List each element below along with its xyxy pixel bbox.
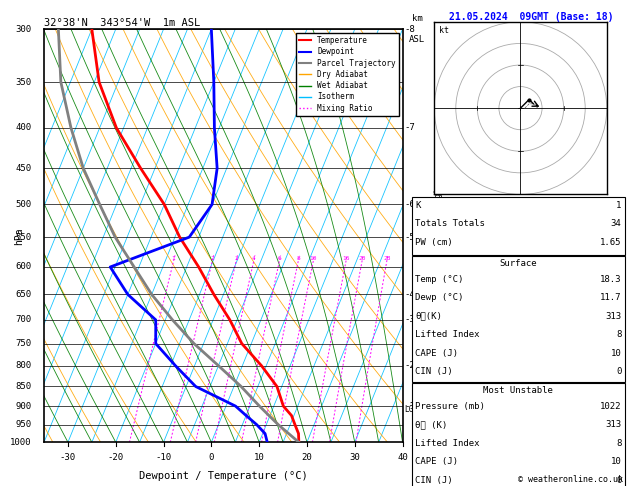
Text: Dewp (°C): Dewp (°C) — [415, 293, 464, 302]
Text: 40: 40 — [397, 452, 408, 462]
Text: 21.05.2024  09GMT (Base: 18): 21.05.2024 09GMT (Base: 18) — [449, 12, 614, 22]
Text: 400: 400 — [15, 123, 31, 132]
Text: -2: -2 — [404, 361, 415, 370]
Text: Dewpoint / Temperature (°C): Dewpoint / Temperature (°C) — [139, 471, 308, 481]
Text: K: K — [415, 201, 421, 210]
Text: 1022: 1022 — [600, 402, 621, 411]
Text: kt: kt — [438, 26, 448, 35]
Text: 500: 500 — [15, 200, 31, 209]
Text: 18.3: 18.3 — [600, 275, 621, 284]
Text: 450: 450 — [15, 164, 31, 173]
Text: 8: 8 — [296, 256, 300, 261]
Text: 4: 4 — [252, 256, 255, 261]
Text: 1000: 1000 — [10, 438, 31, 447]
Text: 11.7: 11.7 — [600, 293, 621, 302]
Text: 350: 350 — [15, 78, 31, 87]
Text: CIN (J): CIN (J) — [415, 476, 453, 485]
Text: 300: 300 — [15, 25, 31, 34]
Text: 650: 650 — [15, 290, 31, 299]
Text: Lifted Index: Lifted Index — [415, 439, 480, 448]
Text: -3: -3 — [404, 315, 415, 324]
Text: 20: 20 — [359, 256, 366, 261]
Text: CAPE (J): CAPE (J) — [415, 457, 458, 466]
Text: 313: 313 — [605, 420, 621, 429]
Text: 850: 850 — [15, 382, 31, 391]
Text: 1: 1 — [172, 256, 175, 261]
Text: 550: 550 — [15, 233, 31, 242]
Text: Totals Totals: Totals Totals — [415, 219, 485, 228]
Text: Surface: Surface — [499, 259, 537, 268]
Text: Lifted Index: Lifted Index — [415, 330, 480, 339]
Text: PW (cm): PW (cm) — [415, 238, 453, 247]
Text: 750: 750 — [15, 339, 31, 348]
Text: -7: -7 — [404, 123, 415, 132]
Text: 1.65: 1.65 — [600, 238, 621, 247]
Text: 900: 900 — [15, 401, 31, 411]
Text: © weatheronline.co.uk: © weatheronline.co.uk — [518, 474, 623, 484]
Text: 2: 2 — [210, 256, 214, 261]
Text: -30: -30 — [60, 452, 76, 462]
Text: -1: -1 — [404, 401, 415, 411]
Text: -8: -8 — [404, 25, 415, 34]
Text: 6: 6 — [277, 256, 281, 261]
Text: -6: -6 — [404, 200, 415, 209]
Text: hPa: hPa — [14, 227, 24, 244]
Text: Mixing Ratio (g/kg): Mixing Ratio (g/kg) — [434, 188, 443, 283]
Text: km: km — [411, 14, 422, 23]
Text: 0: 0 — [616, 476, 621, 485]
Text: 8: 8 — [616, 330, 621, 339]
Text: -5: -5 — [404, 233, 415, 242]
Text: 32°38'N  343°54'W  1m ASL: 32°38'N 343°54'W 1m ASL — [44, 18, 200, 28]
Text: 3: 3 — [234, 256, 238, 261]
Text: 800: 800 — [15, 361, 31, 370]
Text: θᴄ(K): θᴄ(K) — [415, 312, 442, 321]
Text: 0: 0 — [209, 452, 214, 462]
Text: CIN (J): CIN (J) — [415, 367, 453, 376]
Text: 10: 10 — [611, 457, 621, 466]
Text: 16: 16 — [342, 256, 350, 261]
Text: ASL: ASL — [409, 35, 425, 44]
Text: Pressure (mb): Pressure (mb) — [415, 402, 485, 411]
Text: 1: 1 — [616, 201, 621, 210]
Text: Temp (°C): Temp (°C) — [415, 275, 464, 284]
Text: 0: 0 — [616, 367, 621, 376]
Text: 600: 600 — [15, 262, 31, 272]
Text: 20: 20 — [301, 452, 313, 462]
Text: 313: 313 — [605, 312, 621, 321]
Text: 10: 10 — [309, 256, 317, 261]
Text: 30: 30 — [349, 452, 360, 462]
Text: Most Unstable: Most Unstable — [483, 386, 554, 395]
Text: θᴄ (K): θᴄ (K) — [415, 420, 447, 429]
Text: 28: 28 — [383, 256, 391, 261]
Text: 950: 950 — [15, 420, 31, 429]
Text: CAPE (J): CAPE (J) — [415, 348, 458, 358]
Text: -10: -10 — [155, 452, 172, 462]
Text: -20: -20 — [108, 452, 124, 462]
Text: 10: 10 — [253, 452, 265, 462]
Legend: Temperature, Dewpoint, Parcel Trajectory, Dry Adiabat, Wet Adiabat, Isotherm, Mi: Temperature, Dewpoint, Parcel Trajectory… — [296, 33, 399, 116]
Text: -4: -4 — [404, 290, 415, 299]
Text: 700: 700 — [15, 315, 31, 324]
Text: LCL: LCL — [404, 405, 418, 415]
Text: 34: 34 — [611, 219, 621, 228]
Text: 8: 8 — [616, 439, 621, 448]
Text: 10: 10 — [611, 348, 621, 358]
